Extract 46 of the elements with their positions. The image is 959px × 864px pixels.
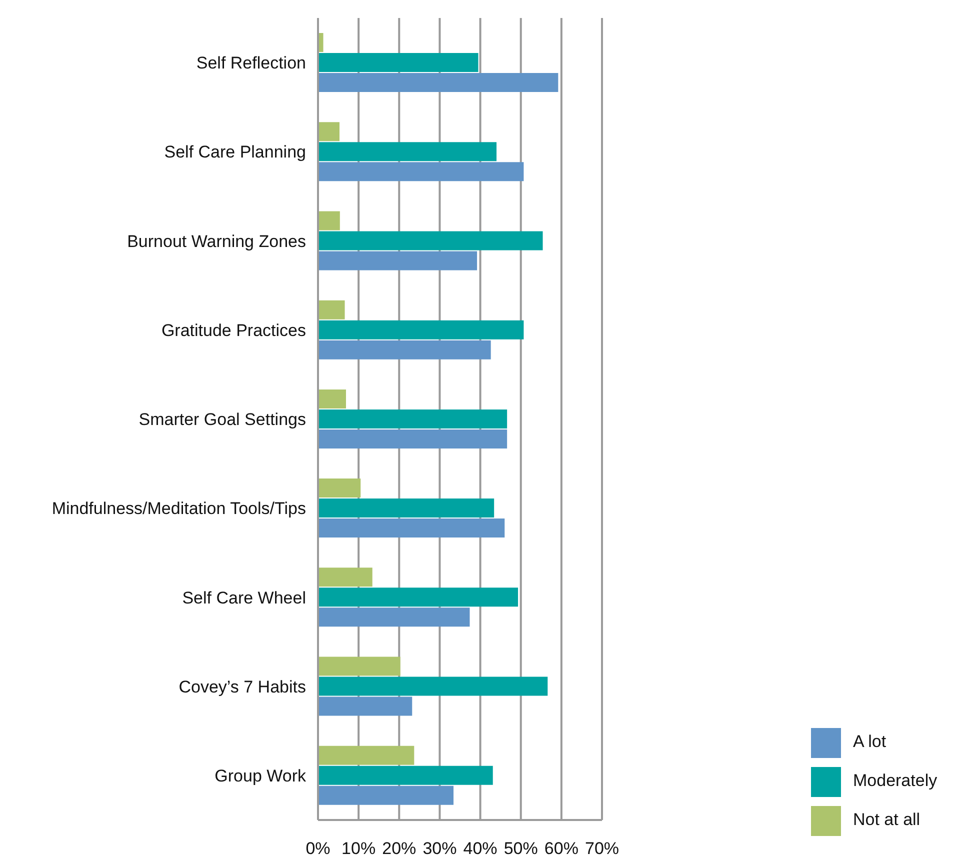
bar [318,656,400,676]
bar [318,340,491,360]
bar [318,251,478,270]
legend-label: Moderately [853,771,938,790]
bar [318,409,508,428]
bar [318,320,524,340]
bar [318,696,412,716]
bar [318,211,340,230]
bar [318,478,361,498]
bar [318,162,524,182]
bar [318,766,493,785]
bar [318,498,494,518]
y-tick-label: Mindfulness/Meditation Tools/Tips [52,499,306,518]
bar [318,608,470,627]
bar [318,588,518,607]
y-tick-label: Smarter Goal Settings [138,410,306,430]
bar [318,746,414,765]
y-tick-label: Group Work [214,766,306,786]
y-tick-label: Burnout Warning Zones [127,232,306,251]
y-tick-label: Self Reflection [196,54,306,73]
bar [318,142,497,162]
y-tick-label: Covey’s 7 Habits [178,677,306,696]
x-tick-label: 20% [382,839,416,858]
y-tick-label: Gratitude Practices [161,320,306,340]
x-tick-label: 0% [306,839,330,858]
legend-label: A lot [853,732,886,751]
legend-label: Not at all [853,810,920,829]
bar [318,389,346,408]
bar [318,568,372,587]
bar [318,73,558,92]
y-tick-label: Self Care Wheel [182,588,306,608]
x-tick-label: 40% [463,839,498,858]
x-tick-label: 10% [342,839,376,858]
bar [318,429,508,448]
bar [318,518,505,538]
y-tick-label: Self Care Planning [164,142,306,162]
bar [318,676,548,696]
bar [318,53,478,72]
x-tick-label: 60% [544,839,578,858]
x-tick-label: 50% [504,839,538,858]
bar [318,300,345,320]
x-tick-label: 70% [584,839,620,858]
bar [318,231,543,250]
x-tick-label: 30% [422,839,457,858]
bar [318,786,454,805]
bar [318,122,340,142]
